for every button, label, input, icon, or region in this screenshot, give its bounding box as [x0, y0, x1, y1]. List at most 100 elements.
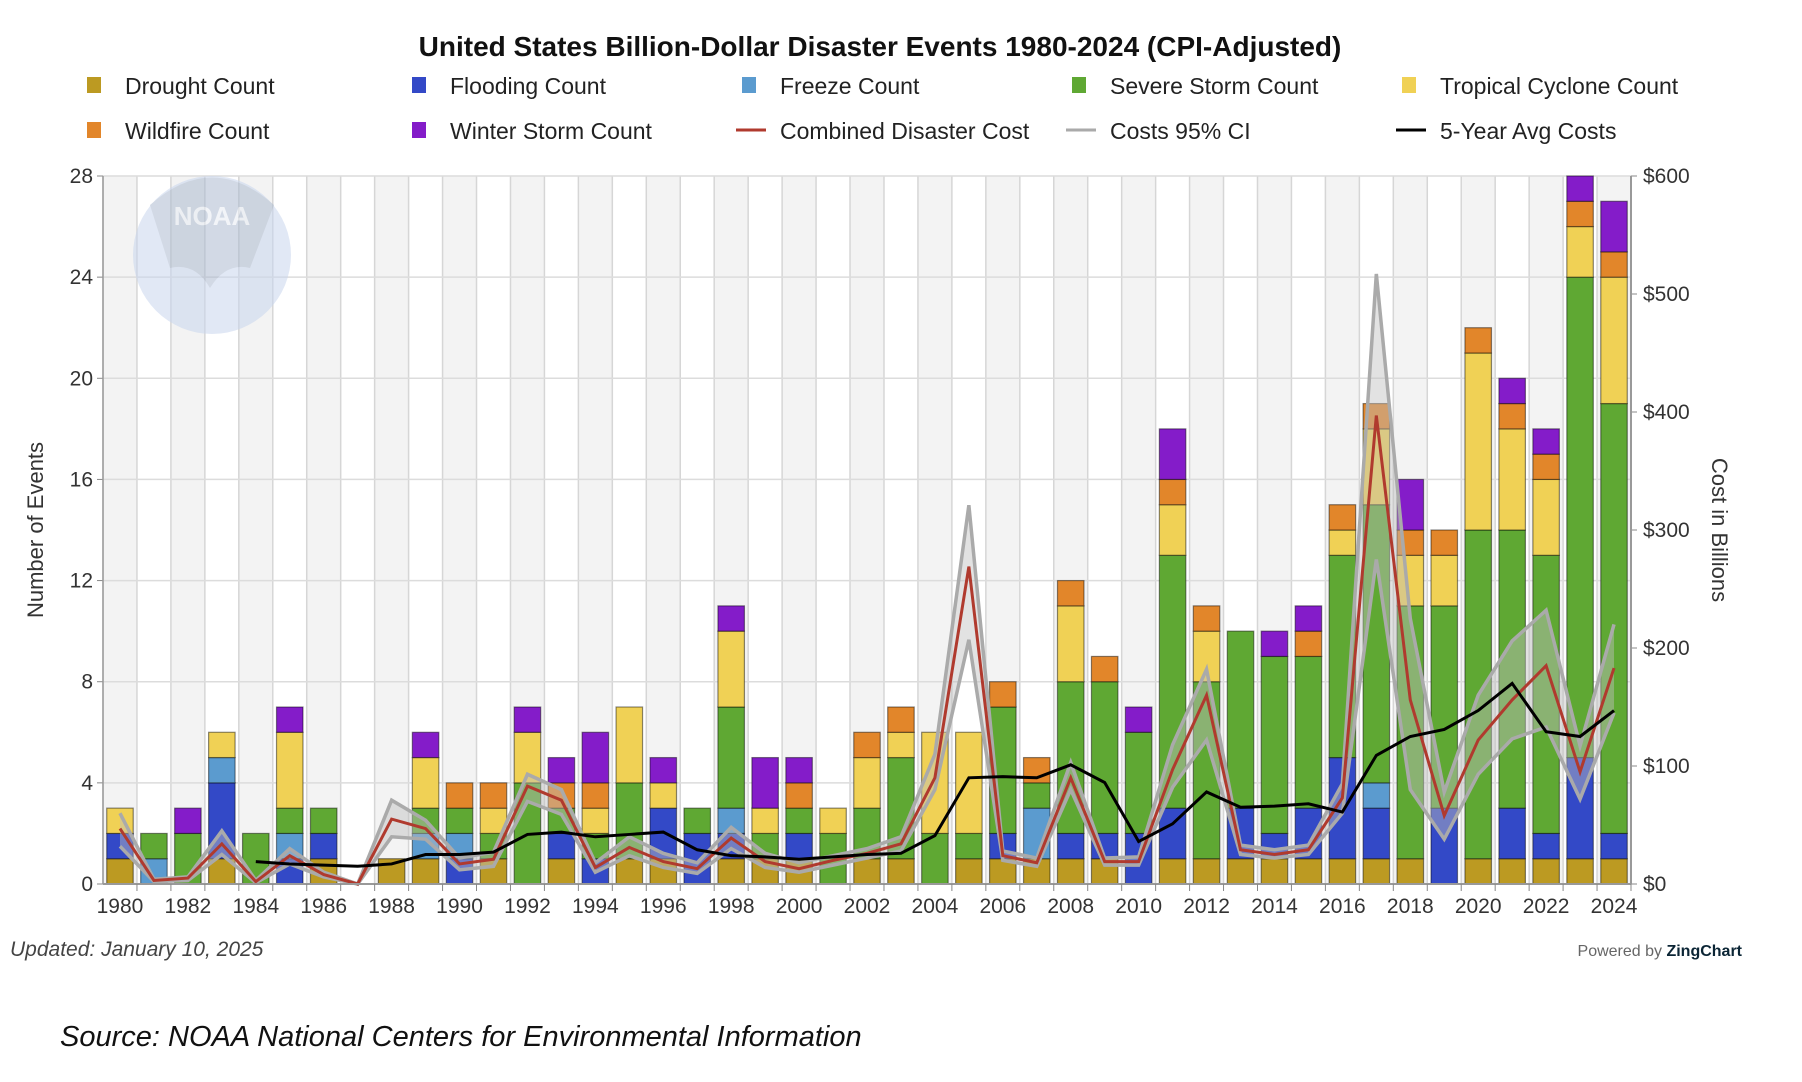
x-tick-label: 1982 [165, 895, 212, 918]
x-tick-label: 1988 [368, 895, 415, 918]
bar-drought-count-2002 [853, 858, 881, 885]
x-tick-label: 1986 [300, 895, 347, 918]
bar-severe-storm-count-1998 [717, 706, 746, 809]
x-tick-label: 1994 [572, 895, 619, 918]
legend-swatch [1072, 77, 1086, 93]
legend-label: Flooding Count [450, 73, 607, 99]
bar-flooding-count-2000 [785, 832, 813, 860]
legend-item[interactable]: Combined Disaster Cost [736, 118, 1030, 144]
legend-item[interactable]: Severe Storm Count [1072, 73, 1319, 99]
bar-tropical-cyclone-count-2008 [1056, 605, 1085, 683]
bar-winter-storm-count-2010 [1124, 706, 1153, 733]
x-tick-label: 2022 [1523, 895, 1570, 918]
bar-winter-storm-count-2015 [1294, 605, 1323, 632]
y-tick-label: 12 [70, 570, 93, 593]
bar-tropical-cyclone-count-2003 [887, 731, 915, 759]
y2-tick-label: $100 [1643, 755, 1690, 778]
y-tick-label: 24 [70, 266, 94, 289]
bar-winter-storm-count-1993 [547, 756, 576, 784]
x-tick-label: 1980 [97, 895, 144, 918]
x-tick-label: 2000 [776, 895, 823, 918]
bar-wildfire-count-2021 [1498, 402, 1526, 430]
y2-tick-label: $300 [1643, 519, 1690, 542]
bar-wildfire-count-1990 [445, 782, 474, 809]
bar-tropical-cyclone-count-2022 [1532, 478, 1560, 556]
legend-item[interactable]: Freeze Count [742, 73, 920, 99]
bar-severe-storm-count-2005 [955, 832, 983, 860]
x-tick-label: 2024 [1591, 895, 1638, 918]
bar-flooding-count-2008 [1056, 832, 1085, 860]
bar-tropical-cyclone-count-1983 [208, 731, 236, 759]
legend-swatch [412, 77, 426, 93]
legend-label: Severe Storm Count [1110, 73, 1319, 99]
bar-winter-storm-count-1998 [717, 605, 746, 632]
legend-item[interactable]: Tropical Cyclone Count [1402, 73, 1679, 99]
noaa-logo: NOAA [133, 176, 291, 334]
updated-date: Updated: January 10, 2025 [10, 938, 264, 961]
bar-tropical-cyclone-count-1999 [751, 807, 779, 835]
bar-drought-count-2014 [1260, 858, 1289, 885]
column-stripe [680, 176, 715, 884]
legend-swatch [412, 122, 426, 138]
legend-label: Tropical Cyclone Count [1440, 73, 1679, 99]
legend-item[interactable]: Flooding Count [412, 73, 607, 99]
bar-drought-count-2015 [1294, 858, 1323, 885]
legend-item[interactable]: 5-Year Avg Costs [1396, 118, 1616, 144]
noaa-logo-text: NOAA [174, 201, 251, 231]
bar-drought-count-1989 [411, 858, 440, 885]
legend-label: Freeze Count [780, 73, 920, 99]
x-tick-label: 1990 [436, 895, 483, 918]
bar-winter-storm-count-2022 [1532, 428, 1560, 455]
bar-tropical-cyclone-count-1996 [649, 782, 678, 809]
y2-axis-label: Cost in Billions [1707, 458, 1732, 602]
bar-winter-storm-count-1994 [581, 731, 610, 784]
bar-tropical-cyclone-count-2019 [1430, 554, 1459, 607]
x-tick-label: 1996 [640, 895, 687, 918]
bar-winter-storm-count-2021 [1498, 377, 1526, 405]
powered-by[interactable]: Powered by ZingChart [1578, 943, 1743, 960]
chart-title: United States Billion-Dollar Disaster Ev… [419, 31, 1342, 62]
bar-winter-storm-count-1985 [275, 706, 304, 733]
bar-tropical-cyclone-count-2024 [1600, 276, 1628, 405]
bar-winter-storm-count-2024 [1600, 200, 1628, 253]
x-tick-label: 2012 [1183, 895, 1230, 918]
y2-tick-label: $200 [1643, 637, 1690, 660]
x-tick-label: 2010 [1115, 895, 1162, 918]
ci-upper-line [118, 273, 1616, 887]
bar-wildfire-count-2011 [1158, 478, 1187, 506]
bar-severe-storm-count-2023 [1566, 276, 1594, 759]
bar-wildfire-count-1994 [581, 782, 610, 809]
bar-severe-storm-count-2009 [1090, 681, 1119, 835]
legend: Drought Count Flooding Count Freeze Count S… [87, 73, 1679, 144]
y2-tick-label: $600 [1643, 165, 1690, 188]
bar-severe-storm-count-2015 [1294, 655, 1323, 809]
y-tick-label: 28 [70, 165, 93, 188]
bar-wildfire-count-2016 [1328, 504, 1357, 531]
bar-drought-count-2012 [1192, 858, 1221, 885]
y-tick-label: 20 [70, 367, 93, 390]
column-stripe [340, 176, 375, 884]
bar-wildfire-count-2019 [1430, 529, 1459, 556]
plot-area: 0481216202428$0$100$200$300$400$500$600N… [70, 165, 1690, 918]
legend-item[interactable]: Winter Storm Count [412, 118, 653, 144]
legend-item[interactable]: Wildfire Count [87, 118, 270, 144]
legend-item[interactable]: Drought Count [87, 73, 275, 99]
bar-drought-count-1998 [717, 858, 746, 885]
x-tick-label: 1998 [708, 895, 755, 918]
bar-winter-storm-count-2000 [785, 756, 813, 784]
noaa-logo-bird [150, 177, 274, 288]
legend-swatch [87, 77, 101, 93]
bar-drought-count-2022 [1532, 858, 1560, 885]
x-tick-label: 2008 [1047, 895, 1094, 918]
column-stripe [306, 176, 341, 884]
bar-drought-count-2017 [1362, 858, 1391, 885]
legend-item[interactable]: Costs 95% CI [1066, 118, 1251, 144]
bar-severe-storm-count-2017 [1362, 504, 1391, 784]
x-tick-label: 2014 [1251, 895, 1298, 918]
bar-severe-storm-count-1997 [683, 807, 712, 835]
bar-drought-count-2023 [1566, 858, 1594, 885]
bar-winter-storm-count-2023 [1566, 175, 1594, 202]
bar-winter-storm-count-1982 [174, 807, 202, 835]
x-tick-label: 2004 [912, 895, 959, 918]
x-tick-label: 2006 [979, 895, 1026, 918]
